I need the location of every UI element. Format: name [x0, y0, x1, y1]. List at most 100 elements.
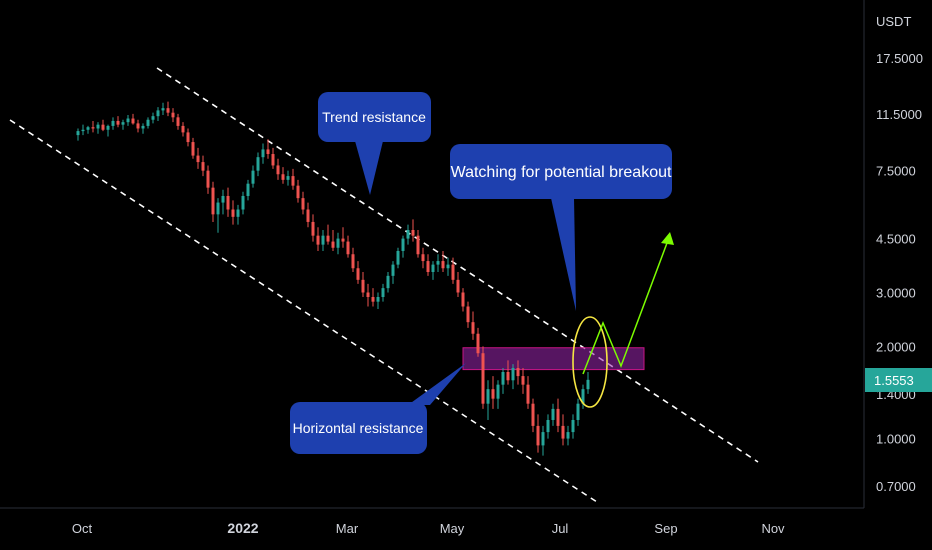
- candle-body: [206, 170, 210, 188]
- upper-channel-line: [156, 67, 759, 463]
- candle-body: [551, 408, 555, 420]
- candle-body: [481, 353, 485, 404]
- candle-body: [106, 125, 110, 130]
- candle-body: [531, 403, 535, 426]
- candle-body: [321, 235, 325, 245]
- candle-body: [371, 297, 375, 302]
- candle-body: [181, 125, 185, 133]
- candle-body: [116, 120, 120, 125]
- time-tick-label: Mar: [336, 521, 359, 536]
- candle-body: [141, 125, 145, 129]
- candle-body: [326, 235, 330, 242]
- candle-body: [296, 185, 300, 199]
- horizontal-resistance-callout: Horizontal resistance: [290, 363, 466, 454]
- candle-body: [111, 120, 115, 126]
- candle-body: [391, 264, 395, 276]
- candle-body: [221, 195, 225, 203]
- trend-resistance-callout: Trend resistance: [318, 92, 431, 195]
- candle-body: [196, 155, 200, 163]
- breakout-highlight-ellipse: [572, 316, 608, 408]
- candle-body: [541, 432, 545, 446]
- candle-body: [381, 288, 385, 298]
- candle-body: [376, 297, 380, 302]
- candle-body: [416, 235, 420, 255]
- candle-body: [261, 149, 265, 158]
- candle-body: [501, 371, 505, 385]
- candle-body: [351, 254, 355, 269]
- candle-body: [126, 118, 130, 123]
- candle-body: [271, 154, 275, 166]
- candle-body: [81, 129, 85, 132]
- lower-channel-line: [9, 119, 598, 503]
- projection-arrowhead: [661, 232, 674, 245]
- candle-body: [466, 306, 470, 323]
- candle-body: [571, 419, 575, 433]
- candle-body: [581, 389, 585, 404]
- candle-body: [496, 384, 500, 399]
- breakout-text: Watching for potential breakout: [451, 164, 672, 181]
- candle-body: [236, 209, 240, 217]
- candle-body: [546, 419, 550, 433]
- candle-body: [316, 235, 320, 245]
- horizontal-resistance-zone: [462, 347, 645, 371]
- candle-body: [456, 279, 460, 293]
- candle-body: [361, 279, 365, 293]
- time-axis-ticks: Oct 2022 Mar May Jul Sep Nov: [72, 520, 785, 536]
- candle-body: [136, 123, 140, 129]
- price-tick-label: 11.5000: [876, 107, 922, 122]
- breakout-callout: Watching for potential breakout: [450, 144, 672, 311]
- candle-body: [411, 230, 415, 236]
- candle-body: [386, 275, 390, 289]
- candle-body: [256, 157, 260, 171]
- time-tick-label: May: [440, 521, 465, 536]
- price-tick-label: 1.0000: [876, 432, 916, 447]
- candle-body: [556, 408, 560, 426]
- time-tick-label: 2022: [227, 520, 258, 536]
- candle-body: [436, 261, 440, 265]
- candle-body: [101, 124, 105, 130]
- candle-body: [91, 127, 95, 129]
- candle-body: [191, 142, 195, 156]
- time-tick-label: Nov: [761, 521, 785, 536]
- candle-body: [476, 333, 480, 354]
- candle-body: [186, 132, 190, 143]
- candle-body: [461, 292, 465, 307]
- candle-body: [246, 183, 250, 196]
- candle-body: [566, 432, 570, 439]
- last-price-tag: 1.5553: [865, 368, 932, 392]
- candle-body: [426, 261, 430, 272]
- candle-body: [421, 254, 425, 262]
- candle-body: [201, 162, 205, 171]
- candle-body: [166, 108, 170, 113]
- candle-body: [586, 379, 590, 390]
- price-tick-label: 7.5000: [876, 164, 916, 179]
- candle-body: [121, 122, 125, 125]
- candle-body: [486, 389, 490, 404]
- candle-body: [346, 241, 350, 255]
- candle-body: [441, 261, 445, 269]
- trend-resistance-text: Trend resistance: [322, 109, 426, 125]
- price-tick-label: 4.5000: [876, 232, 916, 247]
- candle-body: [291, 176, 295, 186]
- candle-body: [76, 131, 80, 136]
- currency-label: USDT: [876, 14, 911, 29]
- candle-body: [86, 127, 90, 130]
- candle-body: [396, 250, 400, 265]
- candle-body: [511, 368, 515, 381]
- last-price-text: 1.5553: [874, 373, 914, 388]
- candle-body: [151, 116, 155, 120]
- candle-body: [211, 187, 215, 215]
- candle-body: [576, 403, 580, 420]
- candle-body: [251, 170, 255, 184]
- candle-body: [336, 238, 340, 248]
- candle-body: [286, 176, 290, 180]
- horizontal-resistance-text: Horizontal resistance: [293, 420, 424, 436]
- candle-body: [491, 389, 495, 399]
- candle-body: [561, 425, 565, 439]
- candle-body: [156, 110, 160, 117]
- candle-body: [306, 209, 310, 222]
- projection-path: [582, 234, 671, 375]
- candle-body: [521, 376, 525, 385]
